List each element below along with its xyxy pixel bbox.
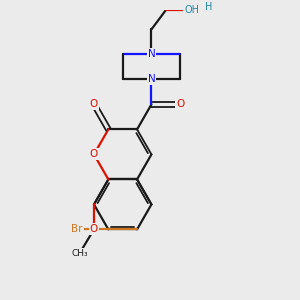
Text: O: O: [90, 99, 98, 110]
Text: CH₃: CH₃: [71, 249, 88, 258]
Text: O: O: [90, 149, 98, 159]
Text: N: N: [148, 74, 155, 84]
Text: OH: OH: [184, 5, 199, 15]
Text: H: H: [205, 2, 212, 12]
Text: N: N: [148, 50, 155, 59]
Text: O: O: [176, 99, 184, 110]
Text: Br: Br: [71, 224, 82, 234]
Text: O: O: [90, 224, 98, 234]
